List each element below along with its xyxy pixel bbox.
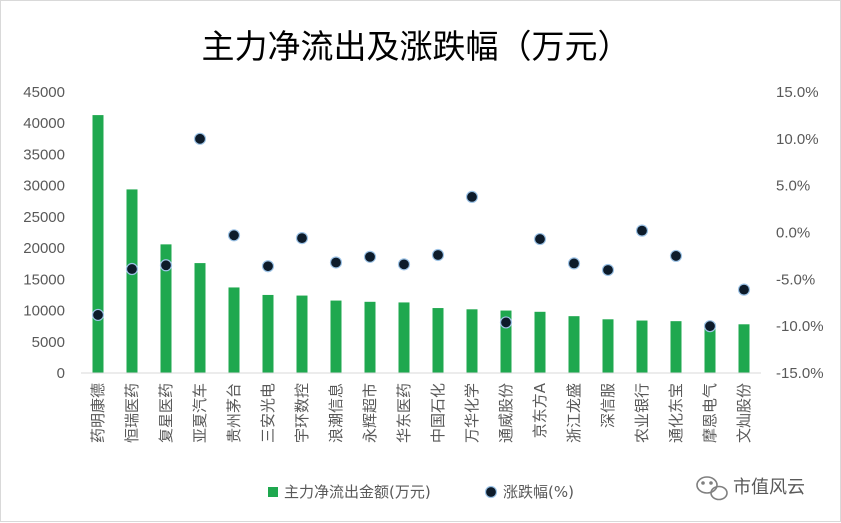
data-point bbox=[261, 260, 275, 273]
right-axis-tick-label: 15.0% bbox=[776, 84, 819, 101]
category-label: 浪潮信息 bbox=[327, 383, 345, 443]
bar bbox=[92, 115, 104, 374]
category-label: 复星医药 bbox=[157, 383, 175, 443]
data-point bbox=[601, 263, 615, 277]
legend: 主力净流出金额(万元) 涨跌幅(%) bbox=[268, 483, 574, 501]
watermark: 市值风云 bbox=[696, 476, 805, 501]
category-label: 浙江龙盛 bbox=[565, 383, 583, 443]
bar bbox=[636, 320, 648, 373]
bar bbox=[160, 244, 172, 373]
bar bbox=[432, 308, 444, 373]
left-axis-tick-label: 0 bbox=[57, 365, 65, 382]
right-axis-tick-label: -10.0% bbox=[776, 318, 824, 335]
data-point bbox=[635, 224, 649, 237]
left-axis-tick-label: 45000 bbox=[23, 84, 65, 101]
data-point bbox=[125, 262, 139, 276]
bar bbox=[568, 316, 580, 373]
legend-bar-label: 主力净流出金额(万元) bbox=[284, 483, 431, 501]
bar bbox=[228, 287, 240, 373]
left-axis-tick-label: 25000 bbox=[23, 209, 65, 226]
data-point bbox=[91, 308, 105, 322]
data-point bbox=[329, 256, 343, 269]
right-axis-tick-label: 10.0% bbox=[776, 131, 819, 148]
category-label: 农业银行 bbox=[633, 383, 651, 443]
bar bbox=[262, 294, 274, 373]
category-label: 亚夏汽车 bbox=[191, 383, 209, 443]
bar bbox=[534, 311, 546, 373]
left-axis-tick-label: 5000 bbox=[32, 334, 65, 351]
data-point bbox=[227, 229, 241, 242]
data-point bbox=[295, 232, 309, 245]
left-axis-tick-label: 10000 bbox=[23, 303, 65, 320]
bar bbox=[670, 321, 682, 373]
bar bbox=[602, 319, 614, 373]
left-axis-tick-label: 35000 bbox=[23, 146, 65, 163]
data-point bbox=[533, 232, 547, 246]
bar bbox=[126, 189, 138, 373]
data-point bbox=[669, 249, 683, 263]
left-axis-tick-label: 30000 bbox=[23, 178, 65, 195]
data-point bbox=[363, 250, 377, 263]
bar bbox=[364, 301, 376, 373]
data-point bbox=[703, 320, 717, 333]
left-axis-tick-label: 15000 bbox=[23, 271, 65, 288]
bar bbox=[330, 300, 342, 373]
chart-title: 主力净流出及涨跌幅（万元） bbox=[202, 27, 631, 66]
bar-series bbox=[92, 115, 750, 374]
right-axis-tick-label: 5.0% bbox=[776, 178, 810, 195]
category-label: 三安光电 bbox=[259, 383, 277, 443]
data-point bbox=[499, 316, 513, 329]
data-point bbox=[193, 132, 207, 145]
left-axis-tick-label: 40000 bbox=[23, 115, 65, 132]
left-axis-tick-label: 20000 bbox=[23, 240, 65, 257]
category-label: 中国石化 bbox=[429, 383, 447, 443]
category-label: 深信服 bbox=[599, 383, 617, 428]
category-labels: 药明康德 恒瑞医药 复星医药 亚夏汽车 贵州茅台 三安光电 宇环数控 浪潮信息 永辉超市 华东医药… bbox=[89, 382, 753, 443]
right-axis: -15.0% -10.0% -5.0% 0.0% 5.0% 10.0% 15.0% bbox=[776, 84, 824, 382]
bar bbox=[296, 295, 308, 373]
right-axis-tick-label: 0.0% bbox=[776, 225, 810, 242]
data-point bbox=[397, 258, 411, 271]
category-label: 京东方A bbox=[531, 382, 549, 438]
data-point bbox=[737, 283, 751, 296]
bar bbox=[704, 323, 716, 373]
category-label: 永辉超市 bbox=[361, 383, 379, 443]
left-axis: 0 5000 10000 15000 20000 25000 30000 35000 40000… bbox=[23, 84, 65, 382]
right-axis-tick-label: -5.0% bbox=[776, 271, 815, 288]
category-label: 通威股份 bbox=[497, 383, 515, 443]
category-label: 摩恩电气 bbox=[701, 383, 719, 443]
category-label: 通化东宝 bbox=[667, 383, 685, 443]
legend-bar-swatch bbox=[268, 487, 278, 497]
category-label: 宇环数控 bbox=[293, 383, 311, 443]
bar bbox=[466, 309, 478, 373]
data-point bbox=[431, 248, 445, 262]
wechat-icon bbox=[696, 476, 728, 501]
watermark-text: 市值风云 bbox=[733, 477, 805, 498]
bar bbox=[398, 302, 410, 373]
point-series bbox=[91, 132, 751, 333]
category-label: 万华化学 bbox=[463, 383, 481, 443]
bar bbox=[738, 324, 750, 373]
category-label: 华东医药 bbox=[395, 383, 413, 443]
bar bbox=[194, 263, 206, 373]
bar bbox=[500, 310, 512, 373]
data-point bbox=[465, 190, 479, 204]
data-point bbox=[159, 259, 173, 272]
category-label: 药明康德 bbox=[89, 383, 107, 443]
right-axis-tick-label: -15.0% bbox=[776, 365, 824, 382]
data-point bbox=[567, 257, 581, 270]
category-label: 恒瑞医药 bbox=[123, 383, 141, 443]
category-label: 贵州茅台 bbox=[225, 383, 243, 443]
legend-point-swatch bbox=[484, 485, 498, 499]
legend-point-label: 涨跌幅(%) bbox=[503, 483, 574, 501]
category-label: 文灿股份 bbox=[735, 383, 753, 443]
